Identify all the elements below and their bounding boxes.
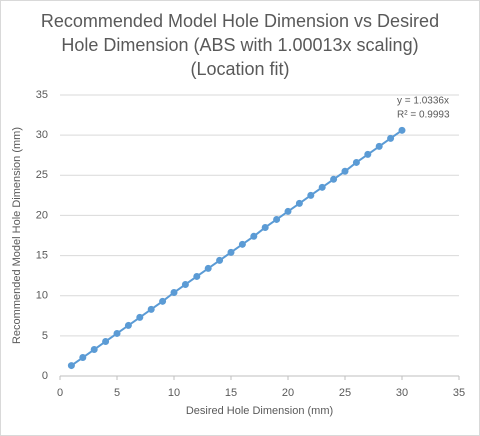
trendline-label: R² = 0.9993 [397,110,450,121]
data-point [159,297,167,305]
data-point [295,199,303,207]
chart-title: Recommended Model Hole Dimension vs Desi… [41,11,439,31]
data-point [124,321,132,329]
data-point [227,248,235,256]
x-tick-label: 0 [57,387,63,399]
data-point [273,215,281,223]
data-point [238,240,246,248]
data-point [193,272,201,280]
data-point [261,223,269,231]
data-point [375,142,383,150]
data-point [216,256,224,264]
x-tick-label: 5 [114,387,120,399]
data-point [170,289,178,297]
y-tick-label: 15 [36,249,48,261]
data-point [330,175,338,183]
y-tick-label: 30 [36,129,48,141]
data-point [136,313,144,321]
data-point [181,280,189,288]
y-tick-label: 5 [42,330,48,342]
data-point [102,337,110,345]
x-tick-label: 20 [282,387,294,399]
chart-title: Hole Dimension (ABS with 1.00013x scalin… [61,35,418,55]
y-tick-label: 0 [42,370,48,382]
x-tick-label: 15 [225,387,237,399]
data-point [318,183,326,191]
y-tick-label: 25 [36,169,48,181]
x-tick-label: 30 [396,387,408,399]
data-point [398,126,406,134]
x-axis-label: Desired Hole Dimension (mm) [186,405,333,417]
data-point [352,158,360,166]
chart-title: (Location fit) [190,59,289,79]
y-tick-label: 20 [36,209,48,221]
data-point [250,232,258,240]
data-point [387,134,395,142]
x-tick-label: 25 [339,387,351,399]
trendline-label: y = 1.0336x [397,96,449,107]
data-point [204,264,212,272]
data-point [147,305,155,313]
data-point [67,362,75,370]
data-point [79,354,87,362]
data-point [284,207,292,215]
x-tick-label: 10 [168,387,180,399]
data-point [364,150,372,158]
data-point [307,191,315,199]
y-tick-label: 35 [36,89,48,101]
data-point [90,346,98,354]
data-point [341,167,349,175]
x-tick-label: 35 [453,387,465,399]
data-point [113,329,121,337]
y-tick-label: 10 [36,290,48,302]
y-axis-label: Recommended Model Hole Dimension (mm) [11,127,23,344]
